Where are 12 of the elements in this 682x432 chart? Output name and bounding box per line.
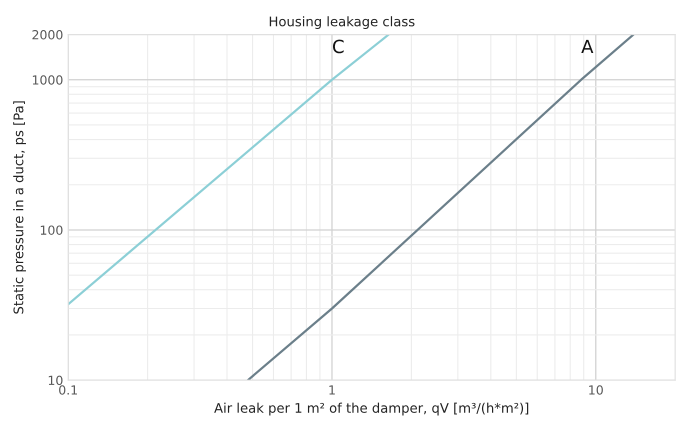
y-axis-title: Static pressure in a duct, ps [Pa] [13, 101, 26, 314]
y-tick-label: 1000 [32, 75, 63, 85]
x-tick-label: 10 [589, 385, 603, 395]
series-label: C [333, 40, 344, 54]
x-tick-label: 1 [329, 385, 335, 395]
y-tick-label: 10 [48, 376, 63, 386]
series-label: A [581, 40, 594, 54]
y-tick-label: 100 [40, 225, 63, 235]
x-axis-title: Air leak per 1 m² of the damper, qV [m³/(h*m²)] [214, 402, 528, 416]
y-tick-label: 2000 [32, 30, 63, 40]
chart-title: Housing leakage class [270, 16, 414, 29]
x-tick-label: 0.1 [59, 385, 77, 395]
